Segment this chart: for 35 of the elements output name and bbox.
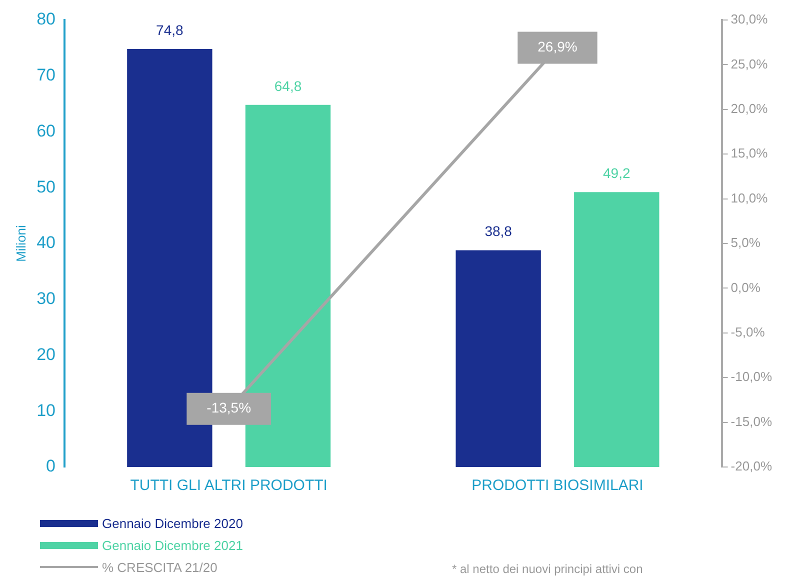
y2-tick-label: 15,0% bbox=[730, 146, 768, 161]
text: * al netto dei nuovi principi attivi con bbox=[452, 562, 643, 576]
legend-label: % CRESCITA 21/20 bbox=[102, 560, 218, 574]
y-tick-label: 80 bbox=[36, 10, 56, 29]
y2-tick-label: 25,0% bbox=[730, 56, 768, 72]
data-label: 74,8 bbox=[156, 22, 184, 38]
y2-tick-label: 20,0% bbox=[730, 100, 768, 116]
y2-tick-label: -5,0% bbox=[730, 324, 766, 340]
x-tick-label: PRODOTTI BIOSIMILARI bbox=[472, 477, 644, 494]
data-label: 49,2 bbox=[603, 164, 630, 181]
y-tick-label: 70 bbox=[36, 66, 56, 85]
y2-tick-label: 0,0% bbox=[730, 280, 761, 295]
data-label: 26,9% bbox=[538, 38, 578, 55]
data-label: 64,8 bbox=[274, 78, 302, 94]
y-tick-label: 40 bbox=[36, 233, 56, 252]
legend-label: Gennaio Dicembre 2020 bbox=[102, 516, 243, 530]
x-tick-label: TUTTI GLI ALTRI PRODOTTI bbox=[130, 477, 328, 494]
y-tick-label: 30 bbox=[36, 289, 56, 308]
y-tick-label: 60 bbox=[36, 121, 56, 140]
y-tick-label: 0 bbox=[46, 456, 56, 476]
y-axis-title: Milioni bbox=[13, 224, 28, 262]
bar bbox=[574, 192, 660, 467]
data-label: -13,5% bbox=[206, 400, 252, 416]
legend-label: Gennaio Dicembre 2021 bbox=[102, 538, 243, 552]
y2-tick-label: 30,0% bbox=[730, 12, 768, 27]
data-label: 38,8 bbox=[484, 223, 512, 240]
y2-tick-label: 10,0% bbox=[730, 190, 768, 206]
bar bbox=[456, 250, 541, 467]
y-tick-label: 50 bbox=[36, 177, 56, 196]
y2-tick-label: -20,0% bbox=[730, 458, 772, 474]
y-tick-label: 20 bbox=[36, 344, 56, 364]
y-tick-label: 10 bbox=[36, 400, 56, 420]
y2-tick-label: -10,0% bbox=[730, 369, 772, 384]
y2-tick-label: -15,0% bbox=[730, 414, 772, 429]
y2-tick-label: 5,0% bbox=[730, 235, 761, 250]
